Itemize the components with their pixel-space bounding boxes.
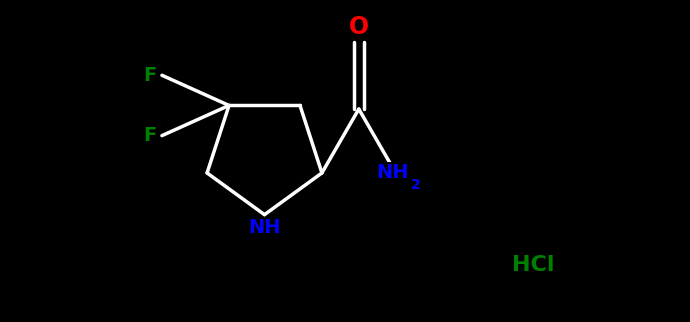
Text: O: O (348, 14, 369, 39)
Text: NH: NH (248, 218, 281, 237)
Text: F: F (144, 126, 157, 145)
Text: F: F (144, 66, 157, 85)
Text: HCl: HCl (511, 255, 554, 275)
Text: 2: 2 (411, 178, 421, 192)
Text: NH: NH (376, 164, 408, 183)
